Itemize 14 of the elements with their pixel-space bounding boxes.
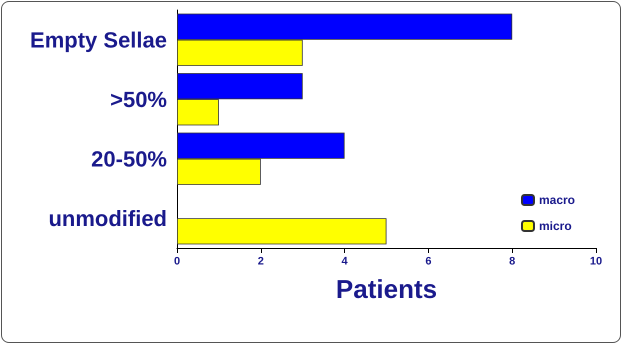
- y-tick-label: 20-50%: [91, 146, 167, 172]
- bar: [177, 218, 386, 244]
- y-tick-label: unmodified: [48, 206, 167, 231]
- x-tick-label: 0: [174, 256, 180, 268]
- y-tick-label: Empty Sellae: [30, 27, 167, 52]
- legend-label: macro: [538, 193, 576, 207]
- y-tick-label: >50%: [110, 86, 167, 112]
- x-axis-title: Patients: [336, 274, 438, 304]
- x-tick-label: 4: [342, 256, 349, 268]
- x-tick-label: 8: [509, 256, 516, 268]
- x-tick-label: 10: [590, 256, 602, 268]
- x-tick-label: 6: [425, 256, 432, 268]
- legend-label: micro: [538, 219, 572, 233]
- x-tick-label: 2: [258, 256, 264, 268]
